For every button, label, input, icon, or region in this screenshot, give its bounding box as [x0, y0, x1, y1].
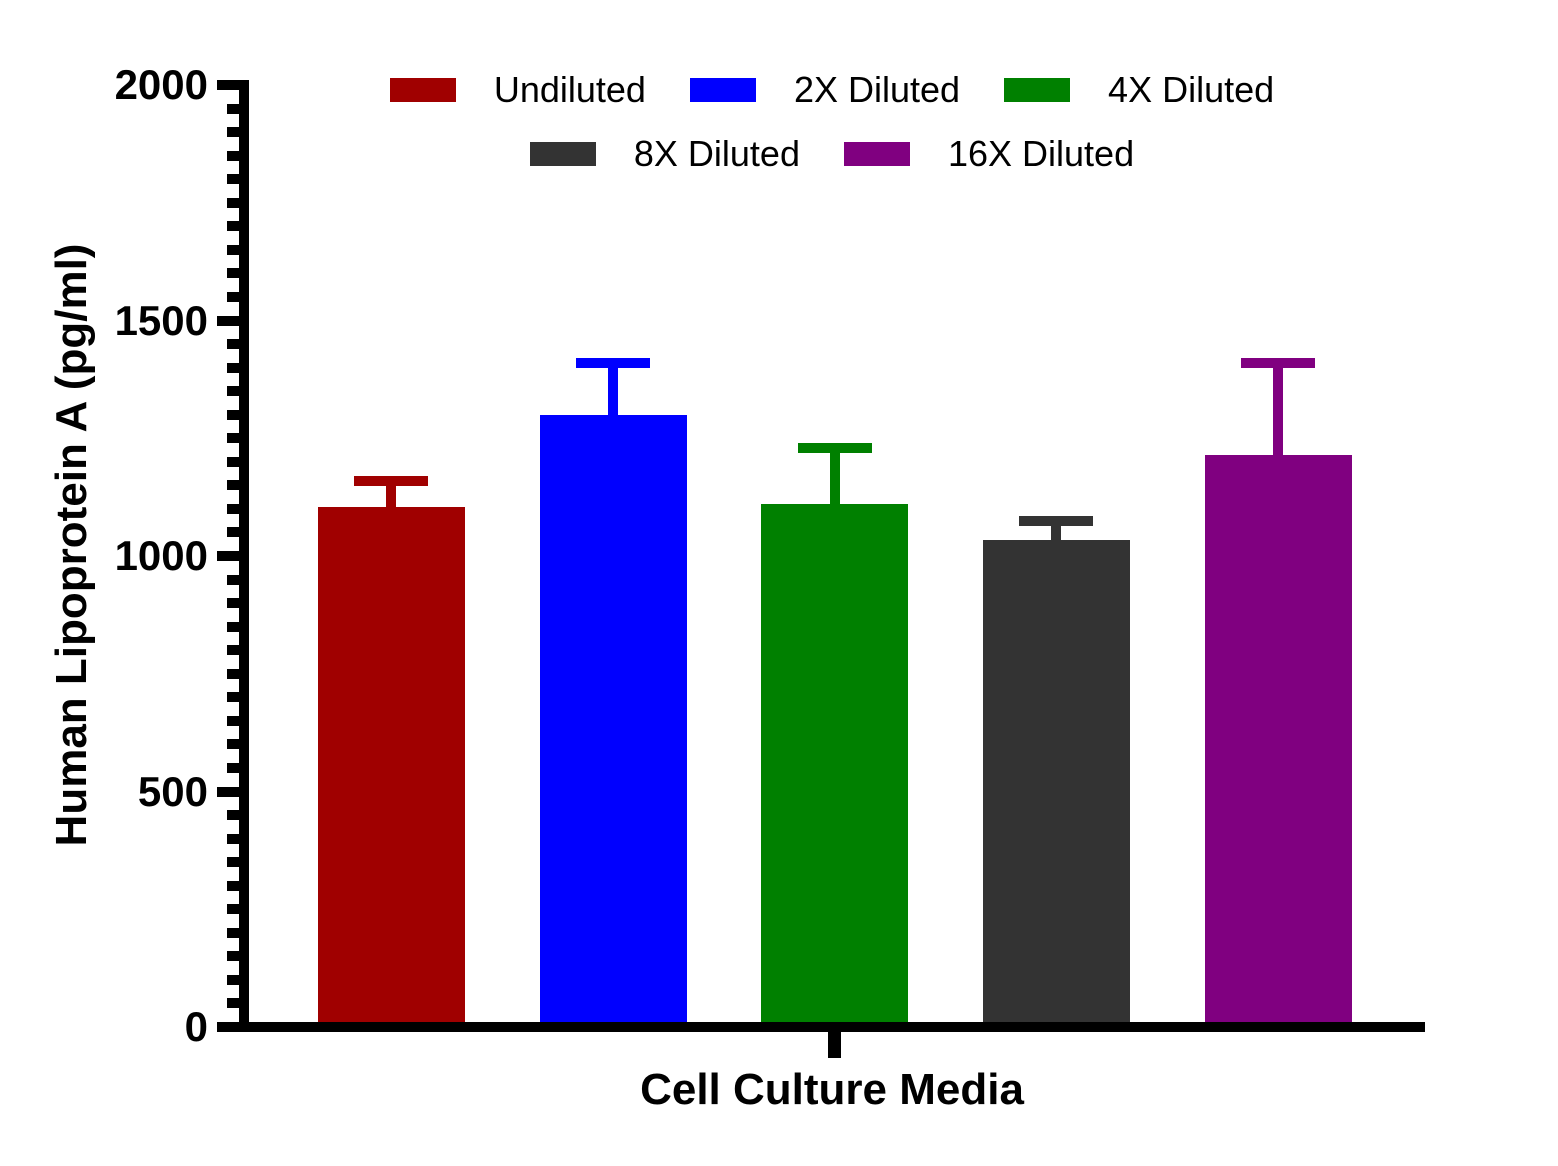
y-minor-tick [227, 810, 239, 821]
x-axis-tick [828, 1032, 841, 1058]
y-minor-tick [227, 503, 239, 514]
error-bar-stem-8x-diluted [1051, 525, 1061, 540]
y-tick-label: 500 [137, 767, 208, 815]
bar-16x-diluted [1204, 454, 1352, 1027]
error-bar-cap-8x-diluted [1019, 515, 1093, 526]
y-minor-tick [227, 480, 239, 491]
legend-label: Undiluted [493, 69, 646, 110]
y-minor-tick [227, 150, 239, 161]
bar-4x-diluted [761, 504, 908, 1027]
y-axis-line [239, 80, 249, 1032]
error-bar-stem-16x-diluted [1273, 368, 1283, 455]
y-minor-tick [227, 574, 239, 585]
bar-undiluted [317, 506, 465, 1027]
y-tick-label: 1500 [114, 296, 208, 344]
y-minor-tick [227, 668, 239, 679]
y-minor-tick [227, 598, 239, 609]
y-tick-label: 0 [184, 1003, 208, 1050]
error-bar-cap-2x-diluted [576, 358, 650, 369]
y-minor-tick [227, 527, 239, 538]
legend-item-undiluted: Undiluted [389, 69, 646, 110]
legend-label: 4X Diluted [1108, 69, 1275, 110]
y-minor-tick [227, 339, 239, 350]
y-minor-tick [227, 998, 239, 1009]
y-major-tick [217, 80, 239, 90]
y-minor-tick [227, 362, 239, 373]
error-bar-stem-2x-diluted [608, 368, 618, 415]
y-minor-tick [227, 692, 239, 703]
error-bar-stem-undiluted [386, 485, 396, 507]
legend-item-4x-diluted: 4X Diluted [1004, 72, 1274, 108]
legend-swatch-icon [843, 142, 910, 166]
y-minor-tick [227, 433, 239, 444]
y-minor-tick [227, 197, 239, 208]
y-minor-tick [227, 645, 239, 656]
legend-row: Undiluted 2X Diluted 4X Diluted [239, 69, 1425, 110]
y-minor-tick [227, 291, 239, 302]
y-minor-tick [227, 221, 239, 232]
y-minor-tick [227, 409, 239, 420]
y-minor-tick [227, 621, 239, 632]
error-bar-cap-4x-diluted [797, 442, 872, 453]
y-minor-tick [227, 951, 239, 962]
legend-item-8x-diluted: 8X Diluted [529, 133, 800, 174]
legend: Undiluted 2X Diluted 4X Diluted 8X Diluted 1… [239, 69, 1425, 174]
y-tick-label: 1000 [114, 532, 208, 579]
y-minor-tick [227, 927, 239, 938]
legend-row: 8X Diluted 16X Diluted [239, 133, 1425, 174]
legend-label: 16X Diluted [947, 133, 1135, 174]
y-minor-tick [227, 974, 239, 985]
y-tick-label: 2000 [114, 61, 208, 108]
y-major-tick [217, 1022, 239, 1032]
y-major-tick [217, 551, 239, 561]
bar-2x-diluted [539, 414, 687, 1027]
legend-item-2x-diluted: 2X Diluted [689, 69, 961, 110]
x-axis-line [239, 1022, 1425, 1032]
y-major-tick [217, 786, 239, 797]
legend-swatch-icon [389, 78, 456, 102]
legend-label: 2X Diluted [793, 69, 961, 110]
error-bar-cap-16x-diluted [1241, 358, 1315, 369]
legend-swatch-icon [1004, 78, 1071, 102]
y-minor-tick [227, 880, 239, 891]
y-minor-tick [227, 244, 239, 255]
legend-item-16x-diluted: 16X Diluted [843, 133, 1135, 174]
y-minor-tick [227, 268, 239, 279]
y-minor-tick [227, 739, 239, 750]
error-bar-cap-undiluted [354, 475, 428, 486]
bar-8x-diluted [982, 539, 1130, 1027]
y-minor-tick [227, 174, 239, 185]
y-major-tick [217, 315, 239, 326]
y-minor-tick [227, 456, 239, 467]
y-minor-tick [227, 715, 239, 726]
y-minor-tick [227, 386, 239, 397]
y-minor-tick [227, 762, 239, 773]
y-minor-tick [227, 904, 239, 915]
legend-swatch-icon [529, 142, 596, 166]
y-minor-tick [227, 127, 239, 138]
y-minor-tick [227, 103, 239, 114]
error-bar-stem-4x-diluted [829, 452, 840, 505]
legend-label: 8X Diluted [633, 133, 800, 174]
x-axis-title: Cell Culture Media [640, 1065, 1024, 1114]
y-minor-tick [227, 857, 239, 868]
legend-swatch-icon [689, 78, 756, 102]
y-minor-tick [227, 833, 239, 844]
